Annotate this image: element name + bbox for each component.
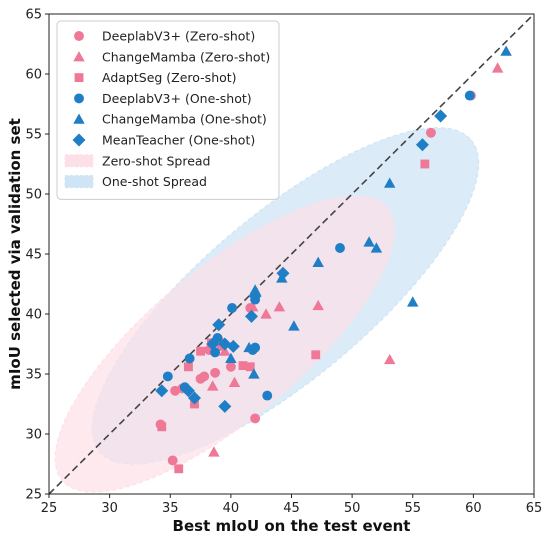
axis-ticks: 25 30 35 40 45 50 55 60 65 25 30 35 40 45 50 55 60 65	[25, 8, 542, 517]
changemamba-one-shot-point	[407, 296, 419, 307]
y-tick-label: 45	[25, 248, 42, 263]
x-axis-title: Best mIoU on the test event	[173, 517, 411, 535]
legend: DeeplabV3+ (Zero-shot) ChangeMamba (Zero-…	[56, 20, 280, 200]
y-tick-label: 25	[25, 488, 42, 503]
adaptseg-zero-shot-point	[245, 362, 255, 372]
changemamba-zero-shot-point	[383, 353, 396, 365]
deeplabv3-zero-shot-point	[250, 413, 261, 424]
adaptseg-zero-shot-point	[311, 350, 321, 360]
changemamba-zero-shot-point	[491, 62, 504, 73]
deeplabv3-one-shot-point	[262, 390, 273, 401]
deeplabv3-zero-shot-point	[225, 361, 236, 372]
deeplabv3-one-shot-point	[184, 353, 195, 364]
x-tick-label: 35	[162, 501, 179, 516]
changemamba-zero-shot-point	[260, 308, 272, 319]
legend-marker-adaptseg-zero-shot	[74, 73, 84, 83]
changemamba-zero-shot-point	[273, 301, 286, 312]
deeplabv3-one-shot-point	[227, 303, 238, 313]
deeplabv3-zero-shot-point	[425, 127, 436, 138]
legend-label-changemamba-one-shot: ChangeMamba (One-shot)	[102, 112, 267, 127]
changemamba-one-shot-point	[248, 368, 260, 379]
changemamba-one-shot-point	[225, 352, 237, 363]
deeplabv3-one-shot-point	[162, 371, 173, 382]
changemamba-one-shot-point	[312, 256, 324, 267]
deeplabv3-one-shot-point	[464, 90, 475, 101]
deeplabv3-zero-shot-point	[167, 455, 178, 466]
meanteacher-one-shot-point	[226, 339, 240, 353]
x-tick-label: 55	[404, 501, 421, 516]
deeplabv3-zero-shot-point	[210, 367, 221, 378]
y-tick-label: 60	[25, 68, 42, 83]
adaptseg-zero-shot-point	[174, 464, 184, 474]
legend-marker-zero-shot-spread	[64, 154, 94, 168]
deeplabv3-one-shot-point	[335, 243, 345, 253]
legend-label-zero-shot-spread: Zero-shot Spread	[102, 153, 210, 168]
x-tick-label: 25	[41, 501, 58, 516]
legend-label-deeplabv3-one-shot: DeeplabV3+ (One-shot)	[102, 91, 252, 106]
deeplabv3-zero-shot-point	[199, 371, 210, 382]
legend-marker-deeplabv3-one-shot	[74, 93, 84, 104]
changemamba-zero-shot-point	[228, 376, 241, 387]
adaptseg-zero-shot-point	[196, 346, 205, 356]
changemamba-one-shot-point	[249, 284, 261, 295]
x-tick-label: 40	[223, 501, 240, 516]
adaptseg-zero-shot-point	[238, 361, 248, 371]
changemamba-one-shot-point	[370, 242, 383, 253]
y-tick-label: 40	[25, 308, 42, 323]
y-axis-title: mIoU selected via validation set	[6, 118, 24, 390]
changemamba-one-shot-point	[383, 177, 396, 188]
meanteacher-one-shot-point	[276, 266, 290, 280]
legend-label-meanteacher-one-shot: MeanTeacher (One-shot)	[102, 133, 255, 148]
y-tick-label: 50	[25, 188, 42, 203]
points-layer	[155, 45, 512, 474]
x-tick-label: 60	[465, 501, 482, 516]
legend-label-changemamba-zero-shot: ChangeMamba (Zero-shot)	[102, 49, 270, 64]
x-tick-label: 45	[283, 501, 300, 516]
legend-box	[56, 20, 280, 200]
meanteacher-one-shot-point	[218, 399, 232, 413]
legend-marker-one-shot-spread	[64, 175, 94, 189]
x-tick-label: 50	[344, 501, 361, 516]
meanteacher-one-shot-point	[415, 138, 429, 152]
legend-marker-changemamba-one-shot	[73, 113, 85, 124]
changemamba-one-shot-point	[500, 45, 512, 56]
legend-marker-meanteacher-one-shot	[72, 133, 86, 147]
legend-label-adaptseg-zero-shot: AdaptSeg (Zero-shot)	[102, 70, 237, 85]
legend-marker-changemamba-zero-shot	[73, 51, 85, 62]
adaptseg-zero-shot-point	[420, 159, 430, 169]
meanteacher-one-shot-point	[155, 384, 169, 398]
changemamba-one-shot-point	[288, 320, 300, 331]
meanteacher-one-shot-point	[188, 391, 201, 405]
y-tick-label: 65	[25, 8, 42, 23]
legend-label-deeplabv3-zero-shot: DeeplabV3+ (Zero-shot)	[102, 29, 255, 44]
meanteacher-one-shot-point	[212, 318, 226, 332]
changemamba-one-shot-point	[243, 341, 255, 353]
adaptseg-zero-shot-point	[157, 422, 167, 432]
legend-label-one-shot-spread: One-shot Spread	[102, 174, 207, 189]
meanteacher-one-shot-point	[244, 309, 258, 323]
y-tick-label: 55	[25, 128, 42, 143]
legend-marker-deeplabv3-zero-shot	[74, 31, 84, 41]
changemamba-one-shot-point	[363, 236, 375, 247]
meanteacher-one-shot-point	[181, 384, 195, 398]
adaptseg-zero-shot-point	[184, 362, 193, 372]
diagonal-reference-line	[48, 13, 535, 495]
meanteacher-one-shot-point	[434, 109, 448, 123]
meanteacher-one-shot-point	[206, 337, 220, 351]
x-tick-label: 30	[101, 501, 118, 516]
changemamba-zero-shot-point	[206, 380, 219, 391]
y-tick-label: 30	[25, 428, 42, 443]
x-tick-label: 65	[526, 501, 543, 516]
y-tick-label: 35	[25, 368, 42, 383]
changemamba-zero-shot-point	[208, 446, 220, 457]
changemamba-zero-shot-point	[312, 299, 324, 311]
meanteacher-one-shot-point	[248, 289, 262, 303]
changemamba-zero-shot-point	[246, 301, 259, 312]
